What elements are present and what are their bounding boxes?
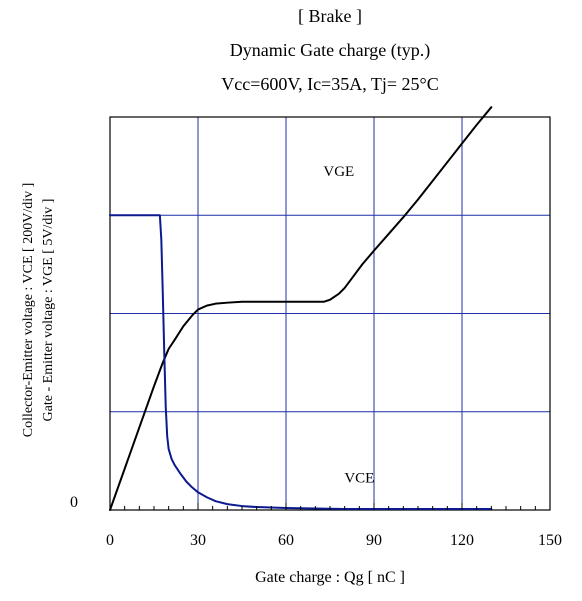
x-tick-label: 60 [278,532,294,549]
chart-conditions: Vcc=600V, Ic=35A, Tj= 25°C [221,74,439,94]
series-label-vce: VCE [344,470,374,486]
x-tick-label: 0 [106,532,114,549]
tick-layer [124,503,536,510]
chart-title: [ Brake ] [298,6,362,26]
series-layer [109,106,493,511]
label-layer: 0 30 60 90 120 150 0 VGE VCE [70,164,562,549]
y-axis-label-vge: Gate - Emitter voltage : VGE [ 5V/div ] [41,199,56,422]
x-axis-label: Gate charge : Qg [ nC ] [255,569,405,586]
x-tick-label: 120 [450,532,474,549]
series-line-vce [109,214,493,511]
x-tick-label: 90 [366,532,382,549]
y-axis-label-group: Collector-Emitter voltage : VCE [ 200V/d… [21,183,56,438]
y-tick-label: 0 [70,494,78,511]
series-label-vge: VGE [323,164,354,180]
x-tick-label: 30 [190,532,206,549]
chart-subtitle: Dynamic Gate charge (typ.) [229,40,431,60]
y-axis-label-vce: Collector-Emitter voltage : VCE [ 200V/d… [21,183,36,438]
x-tick-label: 150 [538,532,562,549]
series-line-vge [109,106,493,511]
chart-title-block: [ Brake ] Dynamic Gate charge (typ.) Vcc… [0,0,582,110]
